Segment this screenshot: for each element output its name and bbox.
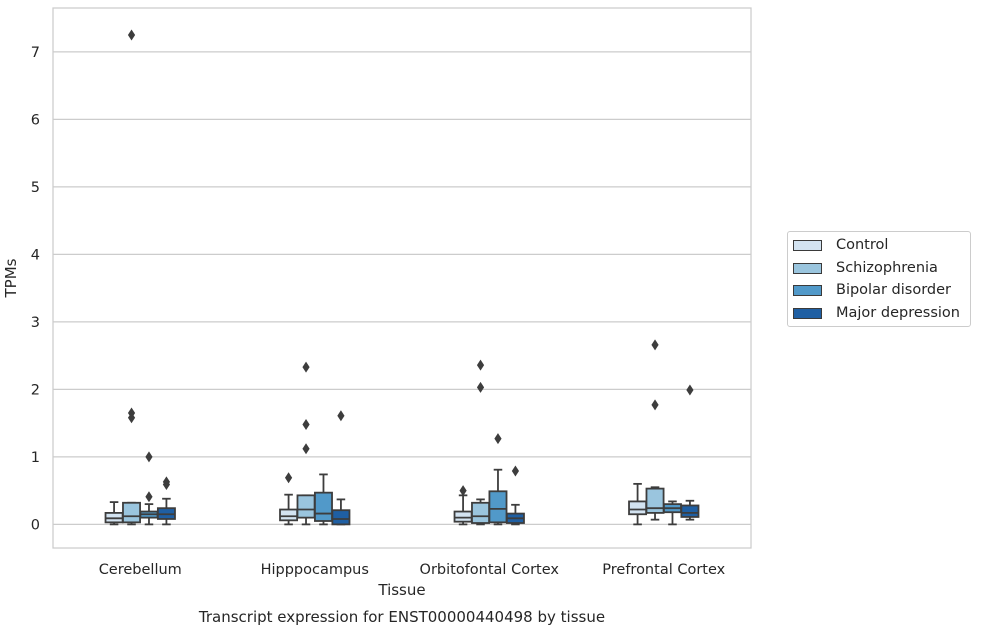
series-bipolar-disorder — [139, 433, 682, 526]
legend-item-bipolar-disorder: Bipolar disorder — [793, 280, 951, 300]
y-tick-label: 1 — [31, 450, 40, 466]
outlier-point — [494, 433, 502, 445]
box-iqr — [279, 508, 299, 522]
box-schizophrenia-hipppocampus — [296, 361, 316, 526]
box-schizophrenia-orbitofontal-cortex — [471, 359, 490, 526]
box-iqr — [488, 490, 508, 524]
box-iqr — [314, 491, 333, 522]
plot-frame — [52, 7, 752, 549]
outlier-point — [302, 418, 310, 430]
legend-swatch-control — [793, 239, 822, 251]
legend-item-schizophrenia: Schizophrenia — [793, 258, 938, 278]
x-axis-label: Tissue — [377, 581, 425, 599]
chart-title: Transcript expression for ENST0000044049… — [198, 608, 605, 626]
box-iqr — [628, 500, 648, 516]
box-control-hipppocampus — [279, 472, 299, 526]
legend-item-control: Control — [793, 235, 888, 255]
box-iqr — [331, 509, 351, 526]
outlier-point — [145, 451, 153, 463]
outlier-point — [302, 361, 310, 373]
x-tick-label: Orbitofontal Cortex — [420, 562, 560, 578]
legend: Control Schizophrenia Bipolar disorder M… — [787, 231, 971, 327]
legend-swatch-bipolar-disorder — [793, 284, 822, 296]
x-axis-ticks: Cerebellum Hipppocampus Orbitofontal Corte… — [99, 562, 726, 578]
x-tick-label: Cerebellum — [99, 562, 182, 578]
box-major-depression-orbitofontal-cortex — [505, 465, 525, 526]
legend-item-major-depression: Major depression — [793, 303, 960, 323]
box-control-orbitofontal-cortex — [453, 485, 473, 526]
box-major-depression-hipppocampus — [331, 410, 351, 526]
outlier-point — [459, 485, 467, 497]
box-bipolar-disorder-orbitofontal-cortex — [488, 433, 508, 526]
outlier-point — [651, 399, 659, 411]
outlier-point — [162, 479, 171, 491]
box-schizophrenia-prefrontal-cortex — [645, 339, 665, 521]
y-tick-label: 5 — [31, 180, 40, 196]
legend-swatch-schizophrenia — [793, 262, 822, 274]
box-control-prefrontal-cortex — [628, 482, 648, 526]
series-control — [104, 472, 648, 526]
outlier-point — [476, 359, 485, 371]
legend-label-schizophrenia: Schizophrenia — [836, 260, 938, 276]
x-tick-label: Prefrontal Cortex — [602, 562, 725, 578]
box-iqr — [122, 501, 141, 524]
box-iqr — [680, 504, 700, 518]
y-tick-label: 6 — [31, 112, 40, 128]
y-tick-label: 7 — [31, 45, 40, 61]
box-iqr — [296, 494, 316, 519]
y-tick-label: 4 — [31, 247, 40, 263]
series-major-depression — [156, 384, 700, 526]
box-schizophrenia-cerebellum — [122, 29, 141, 526]
box-plot-series — [104, 29, 700, 526]
outlier-point — [651, 339, 659, 351]
box-major-depression-cerebellum — [156, 476, 176, 526]
box-major-depression-prefrontal-cortex — [680, 384, 700, 521]
outlier-point — [145, 491, 153, 503]
box-control-cerebellum — [104, 501, 124, 526]
box-iqr — [453, 510, 473, 523]
outlier-point — [284, 472, 293, 484]
outlier-point — [127, 412, 136, 424]
box-iqr — [471, 501, 490, 524]
series-schizophrenia — [122, 29, 665, 526]
outlier-point — [511, 465, 520, 477]
outlier-point — [337, 410, 345, 422]
y-tick-label: 3 — [31, 315, 40, 331]
y-axis-label: TPMs — [2, 258, 20, 298]
outlier-point — [127, 29, 136, 41]
legend-swatch-major-depression — [793, 307, 822, 319]
legend-label-major-depression: Major depression — [836, 305, 960, 321]
y-tick-label: 0 — [31, 517, 40, 533]
x-tick-label: Hipppocampus — [261, 562, 369, 578]
box-bipolar-disorder-cerebellum — [139, 451, 159, 526]
legend-label-control: Control — [836, 237, 889, 253]
box-bipolar-disorder-prefrontal-cortex — [663, 500, 682, 526]
y-axis-ticks: 0 1 2 3 4 5 6 7 — [31, 45, 40, 534]
box-bipolar-disorder-hipppocampus — [314, 473, 333, 526]
outlier-point — [302, 443, 310, 455]
legend-label-bipolar-disorder: Bipolar disorder — [836, 282, 951, 298]
outlier-point — [476, 381, 485, 393]
outlier-point — [686, 384, 694, 396]
y-tick-label: 2 — [31, 382, 40, 398]
box-iqr — [645, 487, 665, 514]
gridlines — [53, 51, 751, 525]
